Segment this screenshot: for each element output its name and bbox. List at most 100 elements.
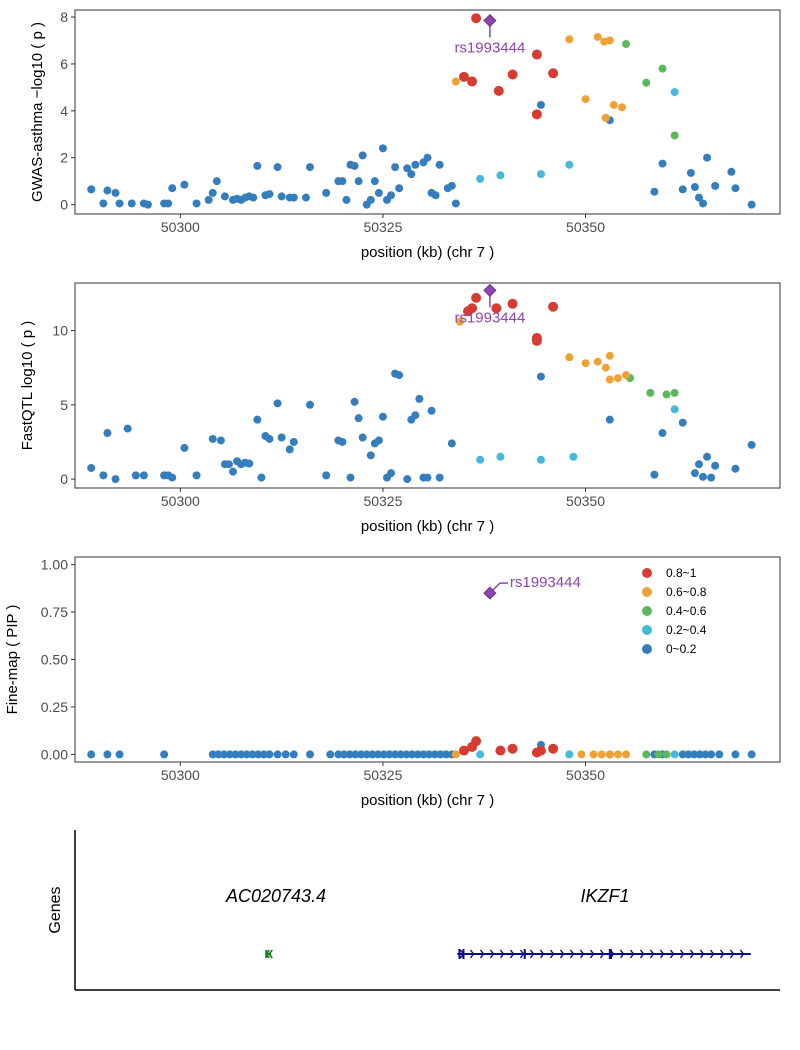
data-point-ld-0-0.2 [334, 750, 343, 759]
data-point-ld-0-0.2 [707, 473, 716, 482]
data-point-ld-0-0.2 [447, 439, 456, 448]
data-point-ld-0-0.2 [374, 750, 383, 759]
data-point-ld-0-0.2 [143, 200, 152, 209]
legend-swatch [642, 625, 652, 635]
data-point-ld-0.8-1 [471, 736, 482, 747]
data-point-ld-0-0.2 [362, 750, 371, 759]
x-tick-label: 50325 [363, 767, 402, 783]
data-point-ld-0.8-1 [507, 298, 518, 309]
data-point-ld-0.2-0.4 [569, 452, 578, 461]
data-point-ld-0-0.2 [285, 445, 294, 454]
data-point-ld-0.8-1 [531, 109, 542, 120]
data-point-ld-0.2-0.4 [536, 455, 545, 464]
data-point-ld-0-0.2 [451, 199, 460, 208]
data-point-ld-0.6-0.8 [455, 317, 464, 326]
panel-1: 50300 50325 50350 0 2 4 6 8 position (kb) (chr 7… [29, 9, 781, 261]
strand-arrow [739, 949, 745, 959]
y-tick-label: 0 [60, 471, 68, 487]
data-point-ld-0-0.2 [322, 188, 331, 197]
data-point-ld-0-0.2 [273, 163, 282, 172]
data-point-ld-0.8-1 [531, 49, 542, 60]
data-point-ld-0.6-0.8 [451, 750, 460, 759]
strand-arrow [729, 949, 735, 959]
data-point-ld-0-0.2 [216, 436, 225, 445]
strand-arrow [629, 949, 635, 959]
data-point-ld-0-0.2 [229, 467, 238, 476]
data-point-ld-0-0.2 [208, 434, 217, 443]
lead-snp-marker [483, 13, 497, 28]
data-point-ld-0-0.2 [253, 161, 262, 170]
data-point-ld-0.6-0.8 [622, 750, 631, 759]
data-point-ld-0-0.2 [160, 750, 169, 759]
data-point-ld-0-0.2 [306, 400, 314, 409]
data-point-ld-0.8-1 [491, 303, 502, 314]
lead-snp-marker [483, 283, 497, 297]
scatter-panels: 50300 50325 50350 0 2 4 6 8 position (kb) (chr 7… [4, 9, 781, 809]
data-point-ld-0-0.2 [289, 750, 298, 759]
data-point-ld-0-0.2 [265, 750, 274, 759]
x-axis-label: position (kb) (chr 7 ) [361, 518, 494, 535]
strand-arrow [569, 949, 575, 959]
data-point-ld-0-0.2 [277, 433, 286, 442]
data-point-ld-0-0.2 [245, 459, 254, 468]
y-tick-label: 8 [60, 9, 68, 25]
data-point-ld-0-0.2 [357, 750, 366, 759]
data-point-ld-0-0.2 [747, 200, 756, 209]
strand-arrow [599, 949, 605, 959]
x-tick-label: 50350 [566, 767, 605, 783]
data-point-ld-0.4-0.6 [658, 64, 667, 73]
data-point-ld-0-0.2 [387, 469, 396, 478]
data-point-ld-0-0.2 [281, 750, 290, 759]
data-point-ld-0-0.2 [115, 750, 124, 759]
strand-arrow [489, 949, 495, 959]
data-point-ld-0-0.2 [536, 372, 545, 381]
data-point-ld-0.8-1 [467, 76, 478, 87]
legend-label: 0~0.2 [666, 642, 697, 656]
data-point-ld-0-0.2 [701, 750, 710, 759]
strand-arrow [679, 949, 685, 959]
data-point-ld-0.6-0.8 [613, 750, 622, 759]
strand-arrow [579, 949, 585, 959]
data-point-ld-0.4-0.6 [642, 78, 651, 87]
legend-swatch [642, 568, 652, 578]
data-point-ld-0.2-0.4 [496, 452, 505, 461]
y-tick-label: 0.75 [41, 604, 68, 620]
data-point-ld-0.8-1 [548, 301, 559, 312]
data-point-ld-0-0.2 [415, 394, 424, 403]
data-point-ld-0-0.2 [658, 429, 667, 438]
data-point-ld-0-0.2 [747, 750, 756, 759]
data-point-ld-0-0.2 [731, 184, 740, 193]
lead-snp-marker [483, 586, 497, 600]
strand-arrow [509, 949, 515, 959]
data-point-ld-0-0.2 [306, 750, 314, 759]
data-point-ld-0.6-0.8 [593, 32, 602, 41]
data-point-ld-0-0.2 [168, 473, 177, 482]
data-point-ld-0-0.2 [131, 471, 140, 480]
data-point-ld-0-0.2 [87, 185, 96, 194]
x-tick-label: 50300 [161, 767, 200, 783]
strand-arrow [649, 949, 655, 959]
legend-label: 0.8~1 [666, 566, 697, 580]
data-point-ld-0-0.2 [220, 750, 229, 759]
gene-ikzf1: IKZF1 [457, 886, 751, 959]
y-axis-label: FastQTL log10 ( p ) [19, 321, 36, 451]
data-point-ld-0-0.2 [115, 199, 124, 208]
strand-arrow [689, 949, 695, 959]
data-point-ld-0-0.2 [220, 192, 229, 201]
data-point-ld-0-0.2 [408, 750, 417, 759]
lead-snp-label: rs1993444 [454, 309, 525, 326]
data-point-ld-0-0.2 [747, 440, 756, 449]
data-point-ld-0-0.2 [350, 161, 359, 170]
data-point-ld-0-0.2 [277, 192, 286, 201]
data-point-ld-0-0.2 [248, 750, 257, 759]
data-point-ld-0-0.2 [435, 160, 444, 169]
data-point-ld-0-0.2 [436, 750, 445, 759]
data-point-ld-0.8-1 [535, 745, 546, 756]
data-point-ld-0-0.2 [711, 181, 720, 190]
data-point-ld-0-0.2 [338, 177, 347, 186]
genes-axis-label: Genes [47, 886, 64, 933]
data-point-ld-0-0.2 [289, 193, 298, 202]
data-point-ld-0-0.2 [358, 433, 367, 442]
data-point-ld-0-0.2 [265, 434, 274, 443]
